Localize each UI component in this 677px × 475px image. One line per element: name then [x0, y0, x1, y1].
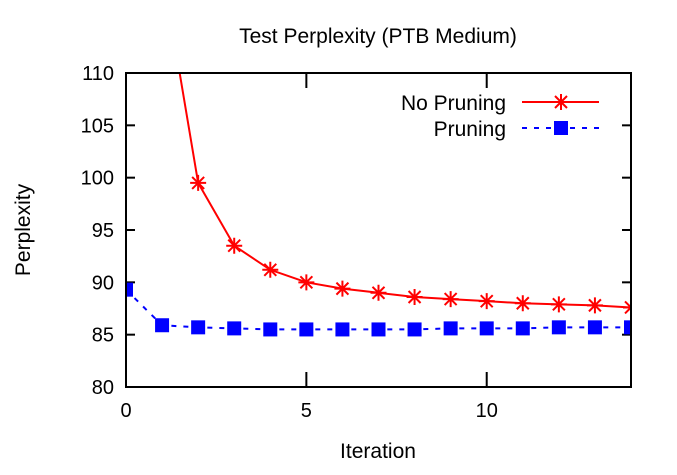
data-point — [442, 291, 459, 308]
legend-label: Pruning — [434, 118, 506, 141]
data-point — [126, 282, 133, 297]
series-pruning — [126, 282, 631, 337]
data-point — [335, 322, 350, 337]
data-point — [190, 174, 207, 191]
data-point — [443, 321, 458, 336]
series-no-pruning — [178, 73, 631, 316]
data-point — [227, 321, 242, 336]
plot-frame — [125, 72, 632, 388]
data-point — [551, 320, 566, 335]
y-tick-label: 100 — [81, 168, 114, 190]
legend: No Pruning Pruning — [401, 92, 599, 141]
legend-marker — [553, 94, 569, 110]
x-tick-label: 0 — [120, 400, 131, 422]
data-point — [191, 320, 206, 335]
data-point — [624, 320, 631, 335]
x-tick-label: 5 — [301, 400, 312, 422]
y-axis-label: Perplexity — [12, 183, 35, 276]
data-point — [514, 295, 531, 312]
y-tick-label: 110 — [82, 63, 114, 85]
data-point — [478, 293, 495, 310]
data-point — [155, 318, 170, 333]
data-point — [406, 288, 423, 305]
y-tick-label: 80 — [92, 377, 114, 399]
data-point — [298, 274, 315, 291]
data-point — [479, 321, 494, 336]
data-point — [587, 320, 602, 335]
data-point — [262, 261, 279, 278]
legend-label: No Pruning — [401, 92, 506, 115]
data-point — [263, 322, 278, 337]
data-point — [226, 237, 243, 254]
legend-marker — [554, 121, 568, 135]
data-point — [586, 297, 603, 314]
data-point — [407, 322, 422, 337]
y-tick-label: 95 — [92, 220, 114, 242]
y-tick-label: 85 — [92, 325, 114, 347]
chart-title: Test Perplexity (PTB Medium) — [239, 25, 517, 48]
y-tick-label: 90 — [92, 272, 114, 294]
data-point — [550, 296, 567, 313]
data-point — [299, 322, 314, 337]
data-point — [370, 284, 387, 301]
y-tick-label: 105 — [81, 115, 114, 137]
x-axis-label: Iteration — [340, 440, 416, 463]
data-point — [371, 322, 386, 337]
data-point — [334, 280, 351, 297]
data-point — [515, 321, 530, 336]
x-tick-label: 10 — [476, 400, 498, 422]
